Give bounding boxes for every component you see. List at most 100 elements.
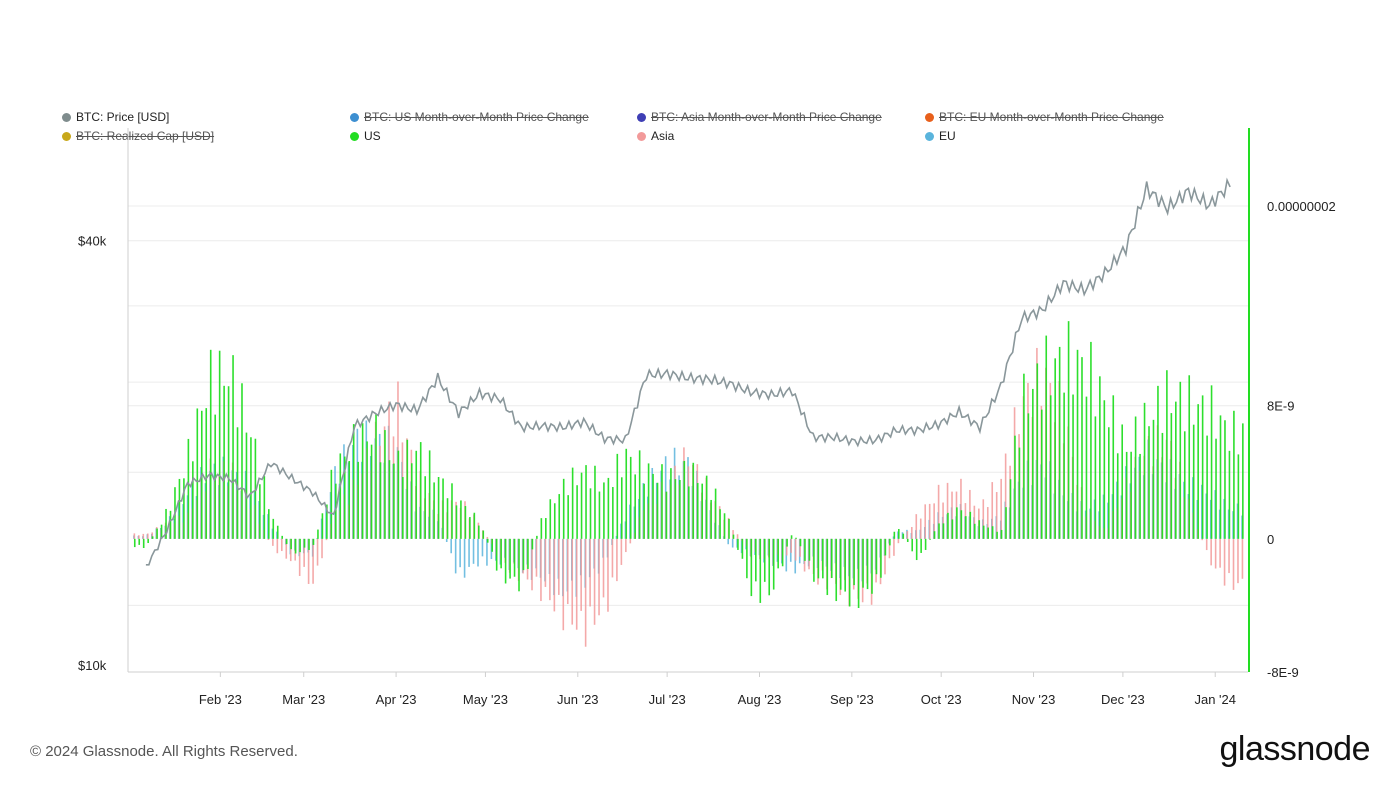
bar-asia <box>593 538 596 625</box>
bar-asia <box>276 538 279 554</box>
bar-us <box>1045 335 1048 539</box>
bar-asia <box>785 538 788 556</box>
bar-us <box>1134 416 1137 539</box>
legend-item-us-mom[interactable]: BTC: US Month-over-Month Price Change <box>350 110 589 124</box>
bar-us <box>1023 373 1025 539</box>
bar-us <box>1183 431 1186 539</box>
bar-asia <box>1201 538 1204 541</box>
bar-us <box>848 538 851 607</box>
bar-us <box>589 488 592 539</box>
bar-asia <box>790 538 792 553</box>
bar-us <box>951 519 954 539</box>
bar-us <box>312 538 315 545</box>
legend-item-eu[interactable]: EU <box>925 129 956 143</box>
bar-us <box>750 538 753 597</box>
bar-asia <box>535 538 538 577</box>
legend-item-us[interactable]: US <box>350 129 381 143</box>
bar-asia <box>267 538 270 541</box>
bar-us <box>1125 451 1128 539</box>
bar-us <box>214 414 216 539</box>
bar-asia <box>285 538 288 559</box>
bar-us <box>460 500 462 539</box>
bar-asia <box>321 538 323 559</box>
bar-us <box>1206 435 1208 539</box>
bar-us <box>965 516 967 539</box>
bar-us <box>156 528 158 539</box>
bar-us <box>777 538 779 569</box>
bar-us <box>442 478 444 539</box>
bar-us <box>357 461 359 539</box>
bar-us <box>728 518 730 539</box>
bar-us <box>567 495 569 539</box>
bar-asia <box>1228 538 1230 574</box>
bar-us <box>741 538 744 559</box>
legend-item-asia-mom[interactable]: BTC: Asia Month-over-Month Price Change <box>637 110 882 124</box>
bar-us <box>1237 454 1240 539</box>
x-tick-label: Oct '23 <box>921 692 962 707</box>
bar-us <box>1018 447 1021 539</box>
bar-asia <box>991 482 994 539</box>
bar-us <box>692 462 695 539</box>
bar-us <box>147 538 149 544</box>
bar-us <box>656 482 659 539</box>
bar-us <box>321 513 324 539</box>
bar-eu <box>1227 509 1230 539</box>
bar-eu <box>454 538 457 574</box>
bar-us <box>938 523 940 539</box>
bar-us <box>594 465 596 539</box>
bar-us <box>1161 432 1164 539</box>
bar-us <box>817 538 820 579</box>
bar-us <box>366 441 368 539</box>
bar-us <box>1005 507 1007 539</box>
bar-asia <box>799 538 801 557</box>
bar-us <box>250 437 252 539</box>
bar-us <box>871 538 873 594</box>
bar-us <box>1201 395 1204 539</box>
bar-us <box>889 538 891 546</box>
legend-dot-icon <box>637 112 646 122</box>
x-tick-label: Mar '23 <box>282 692 325 707</box>
bar-us <box>482 530 485 539</box>
bar-us <box>607 477 610 539</box>
bar-asia <box>1219 538 1221 568</box>
x-tick-label: Jun '23 <box>557 692 599 707</box>
bar-us <box>679 480 681 539</box>
bar-eu <box>477 538 479 567</box>
bar-us <box>299 538 301 553</box>
legend-item-eu-mom[interactable]: BTC: EU Month-over-Month Price Change <box>925 110 1164 124</box>
bar-us <box>947 512 949 539</box>
bar-us <box>911 538 914 552</box>
legend-item-price[interactable]: BTC: Price [USD] <box>62 110 169 124</box>
bar-us <box>178 478 181 539</box>
bar-us <box>562 478 565 539</box>
bar-us <box>513 538 516 577</box>
bar-eu <box>731 538 734 548</box>
bar-us <box>518 538 520 592</box>
bar-us <box>446 498 449 539</box>
bar-us <box>455 505 458 539</box>
bar-us <box>768 538 771 596</box>
bar-asia <box>884 538 886 575</box>
bar-us <box>1094 416 1097 539</box>
bar-us <box>1179 381 1182 539</box>
bar-asia <box>1223 538 1226 586</box>
bar-asia <box>602 538 605 598</box>
bar-us <box>723 513 726 539</box>
bar-us <box>1099 376 1101 539</box>
bar-us <box>469 517 471 539</box>
bar-us <box>402 477 404 539</box>
bar-us <box>388 460 391 539</box>
bar-us <box>576 485 578 539</box>
bar-us <box>384 430 386 539</box>
bar-us <box>227 386 230 539</box>
bar-us <box>549 499 552 539</box>
bar-asia <box>951 491 953 539</box>
bar-eu <box>468 538 470 567</box>
legend-dot-icon <box>350 112 359 122</box>
bar-us <box>1170 413 1173 539</box>
legend-item-realized-cap[interactable]: BTC: Realized Cap [USD] <box>62 129 214 143</box>
bar-asia <box>946 482 949 539</box>
bar-us <box>169 510 172 539</box>
bar-asia <box>540 538 542 602</box>
legend-item-asia[interactable]: Asia <box>637 129 674 143</box>
